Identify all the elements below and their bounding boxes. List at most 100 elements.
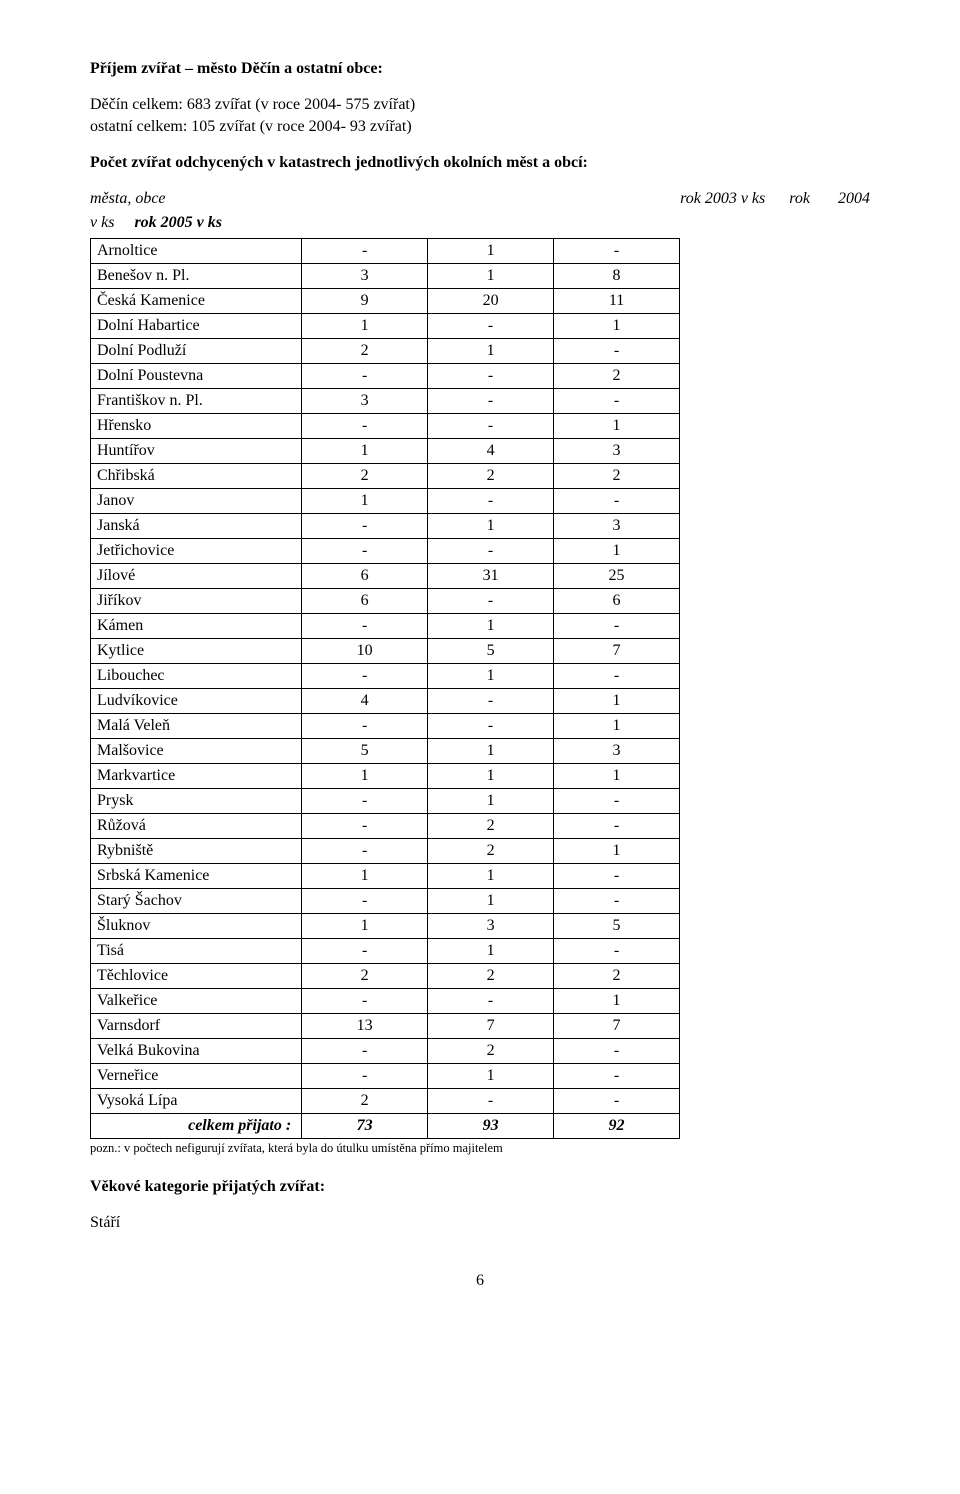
row-c1: 1 xyxy=(302,914,428,939)
row-c1: - xyxy=(302,614,428,639)
row-c2: 2 xyxy=(428,1039,554,1064)
page-number: 6 xyxy=(90,1272,870,1290)
row-c3: 1 xyxy=(554,314,680,339)
row-c3: 1 xyxy=(554,714,680,739)
table-row: Jílové63125 xyxy=(91,564,680,589)
row-c3: - xyxy=(554,1089,680,1114)
row-c3: - xyxy=(554,864,680,889)
row-name: Prysk xyxy=(91,789,302,814)
row-c2: 1 xyxy=(428,514,554,539)
row-c1: - xyxy=(302,814,428,839)
row-c3: 3 xyxy=(554,739,680,764)
row-name: Kytlice xyxy=(91,639,302,664)
row-c3: 1 xyxy=(554,839,680,864)
row-c3: 5 xyxy=(554,914,680,939)
row-c2: - xyxy=(428,489,554,514)
meta-row-1: města, obce rok 2003 v ks rok 2004 xyxy=(90,190,870,208)
row-name: Rybniště xyxy=(91,839,302,864)
row-c1: 1 xyxy=(302,314,428,339)
data-table: Arnoltice-1-Benešov n. Pl.318Česká Kamen… xyxy=(90,238,680,1139)
row-c3: 6 xyxy=(554,589,680,614)
row-name: Huntířov xyxy=(91,439,302,464)
table-row: Kámen-1- xyxy=(91,614,680,639)
table-row: Rybniště-21 xyxy=(91,839,680,864)
row-c3: 25 xyxy=(554,564,680,589)
table-row: Hřensko--1 xyxy=(91,414,680,439)
row-c3: - xyxy=(554,1064,680,1089)
row-name: Františkov n. Pl. xyxy=(91,389,302,414)
row-name: Varnsdorf xyxy=(91,1014,302,1039)
row-c3: 2 xyxy=(554,464,680,489)
row-c2: - xyxy=(428,714,554,739)
footnote: pozn.: v počtech nefigurují zvířata, kte… xyxy=(90,1141,870,1156)
row-c2: 1 xyxy=(428,764,554,789)
row-name: Tisá xyxy=(91,939,302,964)
row-c3: 1 xyxy=(554,539,680,564)
table-row: Těchlovice222 xyxy=(91,964,680,989)
page-title: Příjem zvířat – město Děčín a ostatní ob… xyxy=(90,60,870,78)
row-c2: - xyxy=(428,314,554,339)
row-name: Chřibská xyxy=(91,464,302,489)
row-name: Kámen xyxy=(91,614,302,639)
table-row: Arnoltice-1- xyxy=(91,239,680,264)
row-c1: - xyxy=(302,664,428,689)
row-c2: 2 xyxy=(428,964,554,989)
row-c3: 11 xyxy=(554,289,680,314)
table-row: Benešov n. Pl.318 xyxy=(91,264,680,289)
row-name: Dolní Habartice xyxy=(91,314,302,339)
row-c3: - xyxy=(554,614,680,639)
row-c1: - xyxy=(302,889,428,914)
total-c1: 73 xyxy=(302,1114,428,1139)
summary-line-1: Děčín celkem: 683 zvířat (v roce 2004- 5… xyxy=(90,96,870,114)
row-c3: - xyxy=(554,889,680,914)
row-c2: 1 xyxy=(428,864,554,889)
row-c1: 1 xyxy=(302,864,428,889)
table-row: Česká Kamenice92011 xyxy=(91,289,680,314)
row-c2: 7 xyxy=(428,1014,554,1039)
row-c1: 3 xyxy=(302,264,428,289)
row-c1: 10 xyxy=(302,639,428,664)
row-name: Dolní Podluží xyxy=(91,339,302,364)
table-total-row: celkem přijato :739392 xyxy=(91,1114,680,1139)
row-c1: 1 xyxy=(302,764,428,789)
row-c2: - xyxy=(428,989,554,1014)
row-c2: - xyxy=(428,389,554,414)
row-c3: - xyxy=(554,664,680,689)
row-name: Šluknov xyxy=(91,914,302,939)
table-row: Jiříkov6-6 xyxy=(91,589,680,614)
row-c3: 3 xyxy=(554,439,680,464)
table-row: Růžová-2- xyxy=(91,814,680,839)
row-c2: 1 xyxy=(428,889,554,914)
row-c3: 7 xyxy=(554,639,680,664)
row-c1: 4 xyxy=(302,689,428,714)
table-row: Vysoká Lípa2-- xyxy=(91,1089,680,1114)
table-row: Janov1-- xyxy=(91,489,680,514)
row-c3: - xyxy=(554,814,680,839)
table-row: Ludvíkovice4-1 xyxy=(91,689,680,714)
row-c3: - xyxy=(554,939,680,964)
row-c3: 7 xyxy=(554,1014,680,1039)
row-c1: 6 xyxy=(302,564,428,589)
summary-line-2: ostatní celkem: 105 zvířat (v roce 2004-… xyxy=(90,118,870,136)
table-row: Šluknov135 xyxy=(91,914,680,939)
table-row: Libouchec-1- xyxy=(91,664,680,689)
table-row: Starý Šachov-1- xyxy=(91,889,680,914)
row-c1: - xyxy=(302,989,428,1014)
total-c2: 93 xyxy=(428,1114,554,1139)
table-row: Markvartice111 xyxy=(91,764,680,789)
row-name: Jílové xyxy=(91,564,302,589)
row-c2: 2 xyxy=(428,839,554,864)
row-c3: 2 xyxy=(554,364,680,389)
subtitle: Počet zvířat odchycených v katastrech je… xyxy=(90,154,870,172)
row-c1: 2 xyxy=(302,339,428,364)
row-c2: 1 xyxy=(428,939,554,964)
row-name: Malá Veleň xyxy=(91,714,302,739)
row-c3: 8 xyxy=(554,264,680,289)
row-name: Jetřichovice xyxy=(91,539,302,564)
row-c2: - xyxy=(428,689,554,714)
row-c2: 2 xyxy=(428,814,554,839)
row-c2: 1 xyxy=(428,1064,554,1089)
table-row: Malšovice513 xyxy=(91,739,680,764)
table-row: Huntířov143 xyxy=(91,439,680,464)
row-name: Těchlovice xyxy=(91,964,302,989)
